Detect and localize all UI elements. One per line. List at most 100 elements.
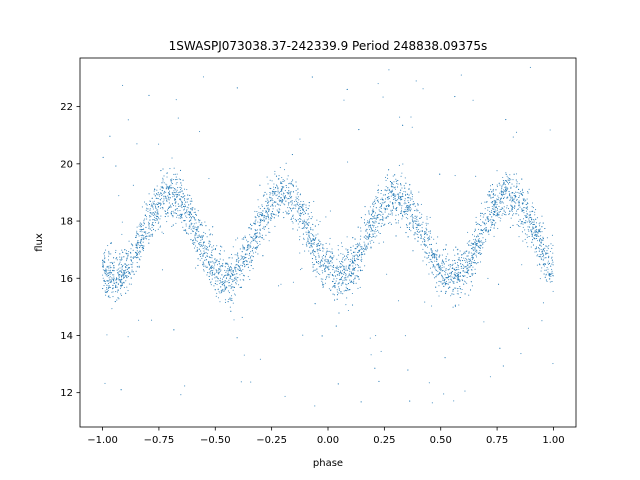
data-point — [466, 268, 468, 270]
data-point — [303, 238, 305, 241]
data-point — [551, 247, 553, 249]
data-point — [199, 242, 201, 244]
data-point — [118, 279, 120, 281]
data-point — [404, 201, 406, 203]
data-point — [365, 235, 367, 237]
data-point — [214, 248, 216, 250]
data-point — [372, 211, 374, 213]
data-point — [449, 266, 451, 268]
data-point — [351, 259, 353, 261]
data-point — [292, 207, 294, 209]
data-point — [281, 190, 283, 192]
data-point — [516, 191, 518, 193]
data-point — [512, 192, 514, 194]
data-point — [362, 248, 364, 250]
data-point — [446, 283, 448, 285]
data-point — [420, 234, 422, 236]
data-point — [461, 288, 463, 291]
data-point — [470, 264, 473, 267]
data-point — [512, 224, 514, 226]
data-point — [443, 262, 445, 264]
data-point — [153, 214, 156, 216]
data-point — [354, 267, 357, 269]
data-point — [486, 216, 488, 218]
data-point — [216, 264, 219, 266]
data-point — [102, 266, 104, 268]
data-point — [303, 211, 305, 213]
data-point — [308, 243, 310, 245]
data-point — [141, 245, 144, 247]
data-point — [160, 186, 162, 188]
data-point — [239, 279, 241, 281]
data-point — [131, 271, 133, 273]
data-point — [173, 192, 175, 194]
data-point — [437, 270, 439, 272]
data-point — [351, 272, 353, 274]
data-point — [472, 246, 474, 248]
data-point — [494, 209, 496, 211]
data-point — [380, 350, 382, 352]
data-point — [435, 242, 437, 244]
data-point — [434, 257, 436, 259]
data-point — [286, 186, 288, 188]
data-point — [151, 230, 153, 232]
data-point — [540, 235, 542, 237]
data-point — [315, 269, 317, 271]
data-point — [166, 172, 168, 174]
data-point — [384, 202, 386, 204]
data-point — [538, 235, 540, 237]
data-point — [523, 207, 525, 209]
data-point — [230, 271, 232, 273]
data-point — [240, 255, 242, 257]
data-point — [439, 267, 441, 269]
data-point — [176, 173, 178, 175]
data-point — [316, 250, 318, 252]
data-point — [521, 264, 523, 266]
data-point — [357, 251, 359, 253]
data-point — [488, 195, 490, 197]
data-point — [383, 207, 385, 209]
data-point — [443, 279, 445, 281]
data-point — [500, 197, 502, 199]
data-point — [491, 223, 493, 225]
data-point — [311, 243, 313, 245]
data-point — [442, 260, 444, 263]
data-point — [217, 288, 219, 290]
data-point — [513, 213, 515, 215]
data-point — [268, 218, 270, 220]
data-point — [371, 236, 373, 238]
data-point — [370, 228, 373, 230]
data-point — [181, 201, 183, 203]
data-point — [342, 261, 344, 263]
data-point — [171, 203, 174, 205]
data-point — [131, 266, 133, 268]
data-point — [136, 247, 138, 250]
data-point — [459, 286, 461, 288]
data-point — [128, 264, 130, 266]
data-point — [422, 241, 424, 243]
data-point — [182, 193, 184, 195]
data-point — [427, 237, 429, 239]
data-point — [483, 222, 485, 224]
data-point — [360, 254, 363, 256]
data-point — [450, 272, 453, 274]
data-point — [140, 256, 142, 258]
data-point — [211, 273, 213, 275]
data-point — [297, 211, 299, 213]
data-point — [119, 259, 121, 261]
data-point — [302, 200, 304, 203]
data-point — [331, 262, 333, 264]
data-point — [184, 205, 187, 207]
data-point — [204, 246, 206, 248]
data-point — [269, 217, 272, 219]
data-point — [140, 226, 142, 228]
data-point — [241, 238, 243, 240]
data-point — [471, 273, 473, 275]
data-point — [429, 232, 431, 234]
data-point — [267, 221, 269, 223]
data-point — [111, 291, 113, 293]
data-point — [406, 207, 409, 209]
data-point — [336, 298, 338, 300]
data-point — [268, 227, 270, 230]
data-point — [200, 244, 202, 246]
